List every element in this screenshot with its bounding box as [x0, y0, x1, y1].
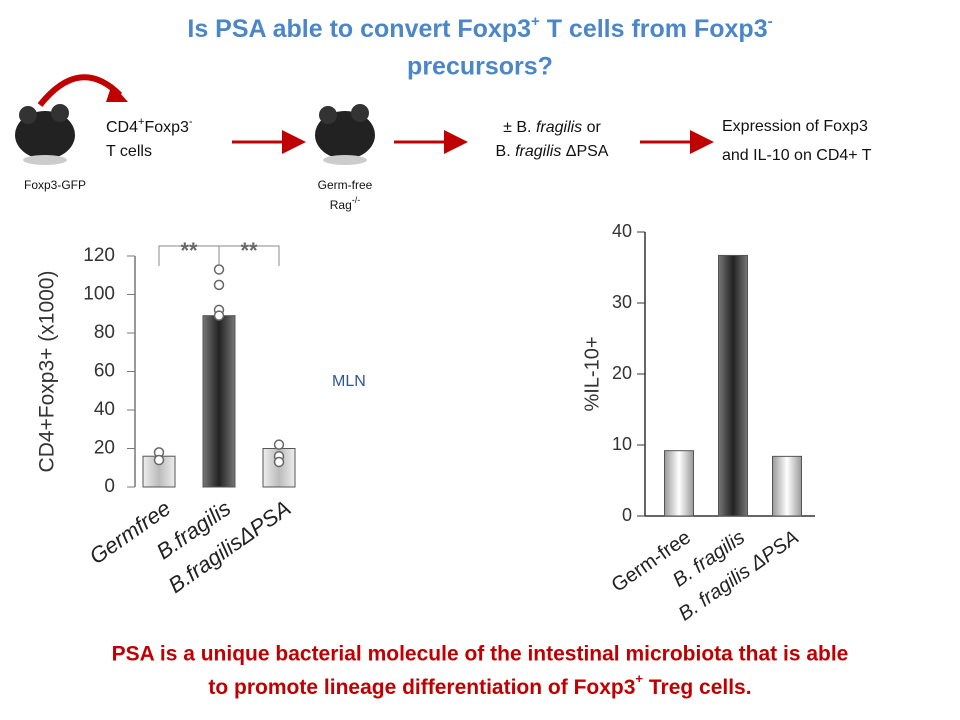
bar — [718, 254, 748, 517]
y-tick-label: 40 — [94, 399, 115, 420]
significance-bracket — [218, 245, 280, 266]
readout-label: Expression of Foxp3 — [722, 118, 868, 135]
title: Is PSA able to convert Foxp3+ T cells fr… — [187, 13, 772, 43]
conclusion: PSA is a unique bacterial molecule of th… — [112, 643, 849, 666]
data-point — [153, 454, 165, 466]
y-tick-label: 20 — [94, 438, 115, 459]
y-axis-label: CD4+Foxp3+ (x1000) — [36, 271, 59, 473]
cells-label: CD4+Foxp3- — [106, 116, 193, 136]
y-tick-label: 0 — [622, 505, 632, 525]
y-tick-label: 40 — [612, 221, 632, 241]
y-tick-label: 120 — [83, 245, 115, 266]
y-tick-label: 20 — [612, 363, 632, 383]
data-point — [213, 264, 225, 275]
significance-label: ** — [180, 238, 198, 263]
readout-label-2: and IL-10 on CD4+ T — [722, 147, 872, 164]
y-axis-label: %IL-10+ — [581, 336, 603, 411]
recipient-label-2: Rag-/- — [330, 195, 361, 212]
y-tick-label: 60 — [94, 361, 115, 382]
donor-label: Foxp3-GFP — [24, 178, 86, 192]
tissue-label: MLN — [332, 373, 366, 390]
title-line2: precursors? — [407, 53, 553, 81]
y-tick-label: 100 — [83, 284, 115, 305]
cells-label-2: T cells — [106, 143, 152, 160]
conclusion-2: to promote lineage differentiation of Fo… — [208, 671, 751, 698]
data-point — [273, 456, 285, 468]
mouse-icon — [15, 104, 75, 165]
recipient-label: Germ-free — [318, 178, 373, 192]
data-point — [273, 439, 285, 450]
y-tick-label: 10 — [612, 434, 632, 454]
treatment-label-2: B. fragilis ΔPSA — [496, 143, 609, 160]
bar — [202, 315, 236, 488]
y-tick-label: 80 — [94, 322, 115, 343]
data-point — [213, 279, 225, 291]
cycle-arrow-head — [106, 84, 128, 102]
data-point — [213, 310, 225, 321]
mouse-icon — [315, 104, 375, 165]
bar — [772, 455, 802, 517]
y-tick-label: 0 — [104, 476, 115, 497]
bar — [664, 450, 694, 517]
treatment-label: ± B. fragilis or — [503, 119, 601, 136]
y-tick-label: 30 — [612, 292, 632, 312]
significance-label: ** — [240, 238, 258, 263]
